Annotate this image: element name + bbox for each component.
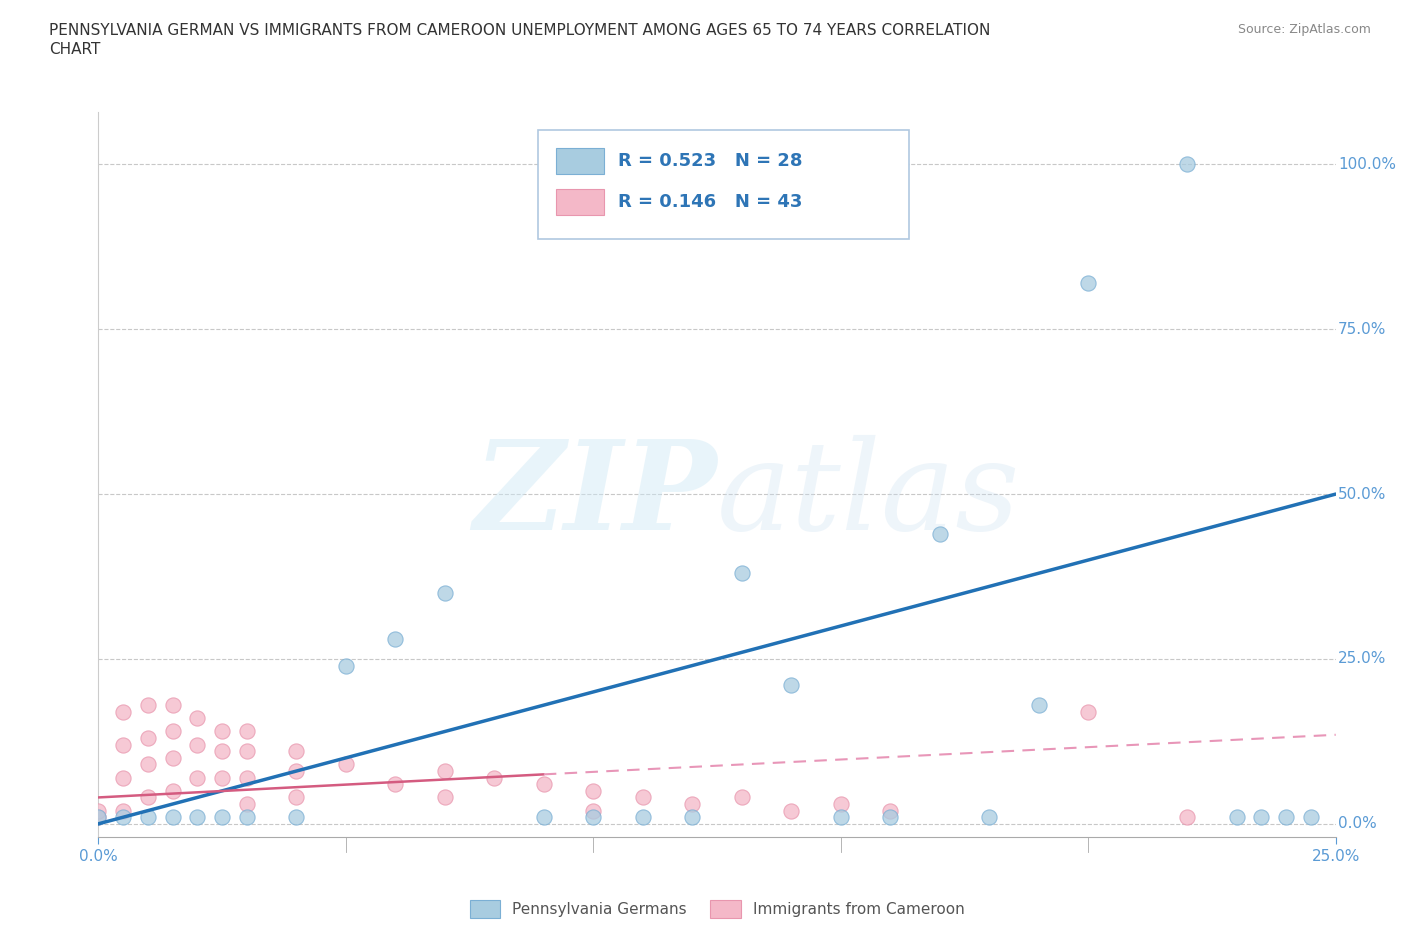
- Point: [384, 777, 406, 791]
- Point: [731, 565, 754, 580]
- Point: [285, 790, 308, 804]
- Point: [780, 804, 803, 818]
- Point: [236, 810, 259, 825]
- Point: [731, 790, 754, 804]
- Point: [236, 724, 259, 739]
- Point: [879, 804, 901, 818]
- Point: [112, 737, 135, 752]
- Point: [87, 810, 110, 825]
- Point: [87, 810, 110, 825]
- Text: 100.0%: 100.0%: [1339, 157, 1396, 172]
- Point: [236, 797, 259, 812]
- Point: [1077, 275, 1099, 290]
- Point: [1250, 810, 1272, 825]
- FancyBboxPatch shape: [557, 189, 605, 216]
- Text: R = 0.146   N = 43: R = 0.146 N = 43: [619, 193, 803, 211]
- Point: [928, 526, 950, 541]
- Point: [162, 810, 184, 825]
- Text: 0.0%: 0.0%: [1339, 817, 1376, 831]
- Point: [384, 631, 406, 646]
- Point: [211, 724, 233, 739]
- Point: [533, 777, 555, 791]
- Point: [136, 698, 159, 712]
- Point: [112, 770, 135, 785]
- Point: [136, 810, 159, 825]
- Point: [631, 810, 654, 825]
- Point: [631, 790, 654, 804]
- Point: [830, 797, 852, 812]
- Point: [285, 810, 308, 825]
- Point: [335, 658, 357, 673]
- Point: [582, 783, 605, 798]
- Point: [681, 810, 703, 825]
- Point: [335, 757, 357, 772]
- Point: [211, 744, 233, 759]
- Point: [236, 744, 259, 759]
- Point: [582, 810, 605, 825]
- Point: [1299, 810, 1322, 825]
- Point: [162, 783, 184, 798]
- Point: [433, 586, 456, 601]
- Point: [162, 751, 184, 765]
- Point: [136, 731, 159, 746]
- Point: [285, 744, 308, 759]
- Point: [433, 790, 456, 804]
- Point: [136, 790, 159, 804]
- Point: [186, 810, 208, 825]
- Point: [211, 810, 233, 825]
- Point: [433, 764, 456, 778]
- Point: [162, 698, 184, 712]
- Point: [211, 770, 233, 785]
- Point: [112, 804, 135, 818]
- Y-axis label: Unemployment Among Ages 65 to 74 years: Unemployment Among Ages 65 to 74 years: [0, 307, 7, 642]
- Text: 25.0%: 25.0%: [1339, 651, 1386, 667]
- Point: [780, 678, 803, 693]
- Text: Source: ZipAtlas.com: Source: ZipAtlas.com: [1237, 23, 1371, 36]
- Point: [87, 804, 110, 818]
- FancyBboxPatch shape: [537, 130, 908, 239]
- Legend: Pennsylvania Germans, Immigrants from Cameroon: Pennsylvania Germans, Immigrants from Ca…: [464, 894, 970, 923]
- Point: [162, 724, 184, 739]
- Point: [830, 810, 852, 825]
- Point: [1226, 810, 1249, 825]
- Point: [879, 810, 901, 825]
- Point: [681, 797, 703, 812]
- Point: [186, 770, 208, 785]
- Point: [484, 770, 506, 785]
- Point: [1175, 810, 1198, 825]
- Point: [1175, 157, 1198, 172]
- Text: 50.0%: 50.0%: [1339, 486, 1386, 501]
- Text: CHART: CHART: [49, 42, 101, 57]
- Text: R = 0.523   N = 28: R = 0.523 N = 28: [619, 152, 803, 170]
- Point: [1028, 698, 1050, 712]
- Point: [236, 770, 259, 785]
- Text: ZIP: ZIP: [474, 435, 717, 557]
- Point: [136, 757, 159, 772]
- Point: [112, 704, 135, 719]
- Point: [533, 810, 555, 825]
- Point: [582, 804, 605, 818]
- Text: 75.0%: 75.0%: [1339, 322, 1386, 337]
- Point: [285, 764, 308, 778]
- Point: [1077, 704, 1099, 719]
- Text: atlas: atlas: [717, 435, 1021, 557]
- Point: [186, 711, 208, 725]
- Point: [979, 810, 1001, 825]
- FancyBboxPatch shape: [557, 148, 605, 174]
- Point: [1275, 810, 1298, 825]
- Point: [186, 737, 208, 752]
- Text: PENNSYLVANIA GERMAN VS IMMIGRANTS FROM CAMEROON UNEMPLOYMENT AMONG AGES 65 TO 74: PENNSYLVANIA GERMAN VS IMMIGRANTS FROM C…: [49, 23, 991, 38]
- Point: [112, 810, 135, 825]
